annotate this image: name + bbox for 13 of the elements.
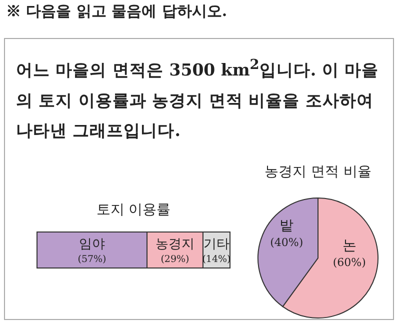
text: ※ 다음을 읽고 물음에 답하시오. <box>6 2 228 21</box>
series-label: 농경지 <box>155 237 194 252</box>
series-label: 기타 <box>203 237 230 252</box>
slice-label: 논 <box>342 238 356 254</box>
text: 어느 마을의 면적은 3500 km$^{2}$입니다. 이 마을의 토지 이용률과 농경지 면적 비율을 조사하여 나타낸 그래프입니다. <box>16 56 380 142</box>
data-label: (29%) <box>160 254 190 265</box>
data-label: (40%) <box>270 236 304 249</box>
chart-title: 농경지 면적 비율 <box>264 164 372 180</box>
data-label: (57%) <box>78 254 106 265</box>
slice-label: 밭 <box>280 218 294 234</box>
data-label: (60%) <box>332 256 366 270</box>
chart-title: 토지 이용률 <box>96 202 171 218</box>
series-label: 임야 <box>79 237 106 252</box>
